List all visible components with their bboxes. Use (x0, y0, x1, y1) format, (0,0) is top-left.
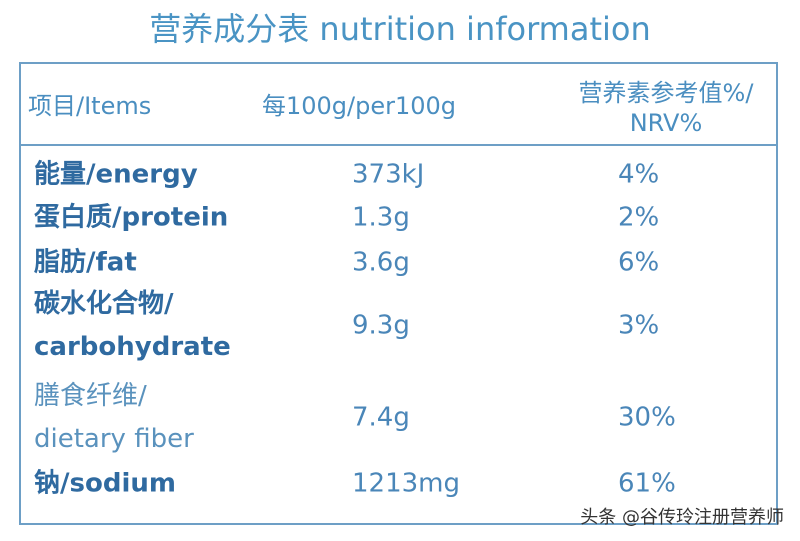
row-item-line: 脂肪/fat (34, 247, 137, 278)
row-per100g: 9.3g (352, 310, 410, 341)
row-item-line: 钠/sodium (34, 468, 176, 499)
row-item-line: 碳水化合物/ (34, 289, 174, 319)
row-per100g: 1213mg (352, 468, 460, 499)
row-nrv: 4% (618, 159, 660, 190)
row-per100g: 3.6g (352, 247, 410, 278)
row-per100g: 7.4g (352, 402, 410, 433)
row-nrv: 6% (618, 247, 660, 278)
row-item-line: carbohydrate (34, 332, 231, 362)
row-item: 钠/sodium (34, 463, 176, 506)
header-separator (19, 144, 778, 146)
row-item: 脂肪/fat (34, 242, 137, 285)
title: 营养成分表 nutrition information (149, 10, 651, 48)
row-item: 膳食纤维/dietary fiber (34, 375, 194, 461)
row-per100g: 373kJ (352, 159, 425, 190)
row-item: 碳水化合物/carbohydrate (34, 283, 231, 369)
row-nrv: 3% (618, 310, 660, 341)
row-item-line: 能量/energy (34, 159, 198, 190)
row-per100g: 1.3g (352, 202, 410, 233)
watermark: 头条 @谷传玲注册营养师 (580, 507, 784, 528)
header-nrv-line: NRV% (629, 109, 703, 137)
header-nrv: 营养素参考值%/NRV% (556, 78, 776, 138)
row-nrv: 61% (618, 468, 676, 499)
table-border (19, 62, 778, 525)
row-item-line: 蛋白质/protein (34, 202, 229, 233)
row-nrv: 30% (618, 402, 676, 433)
row-item-line: dietary fiber (34, 424, 194, 454)
row-item: 能量/energy (34, 154, 198, 197)
row-nrv: 2% (618, 202, 660, 233)
header-item: 项目/Items (28, 92, 152, 120)
row-item: 蛋白质/protein (34, 197, 228, 240)
header-nrv-line: 营养素参考值%/ (578, 79, 754, 107)
row-item-line: 膳食纤维/ (34, 381, 147, 411)
header-per100g: 每100g/per100g (262, 92, 457, 120)
